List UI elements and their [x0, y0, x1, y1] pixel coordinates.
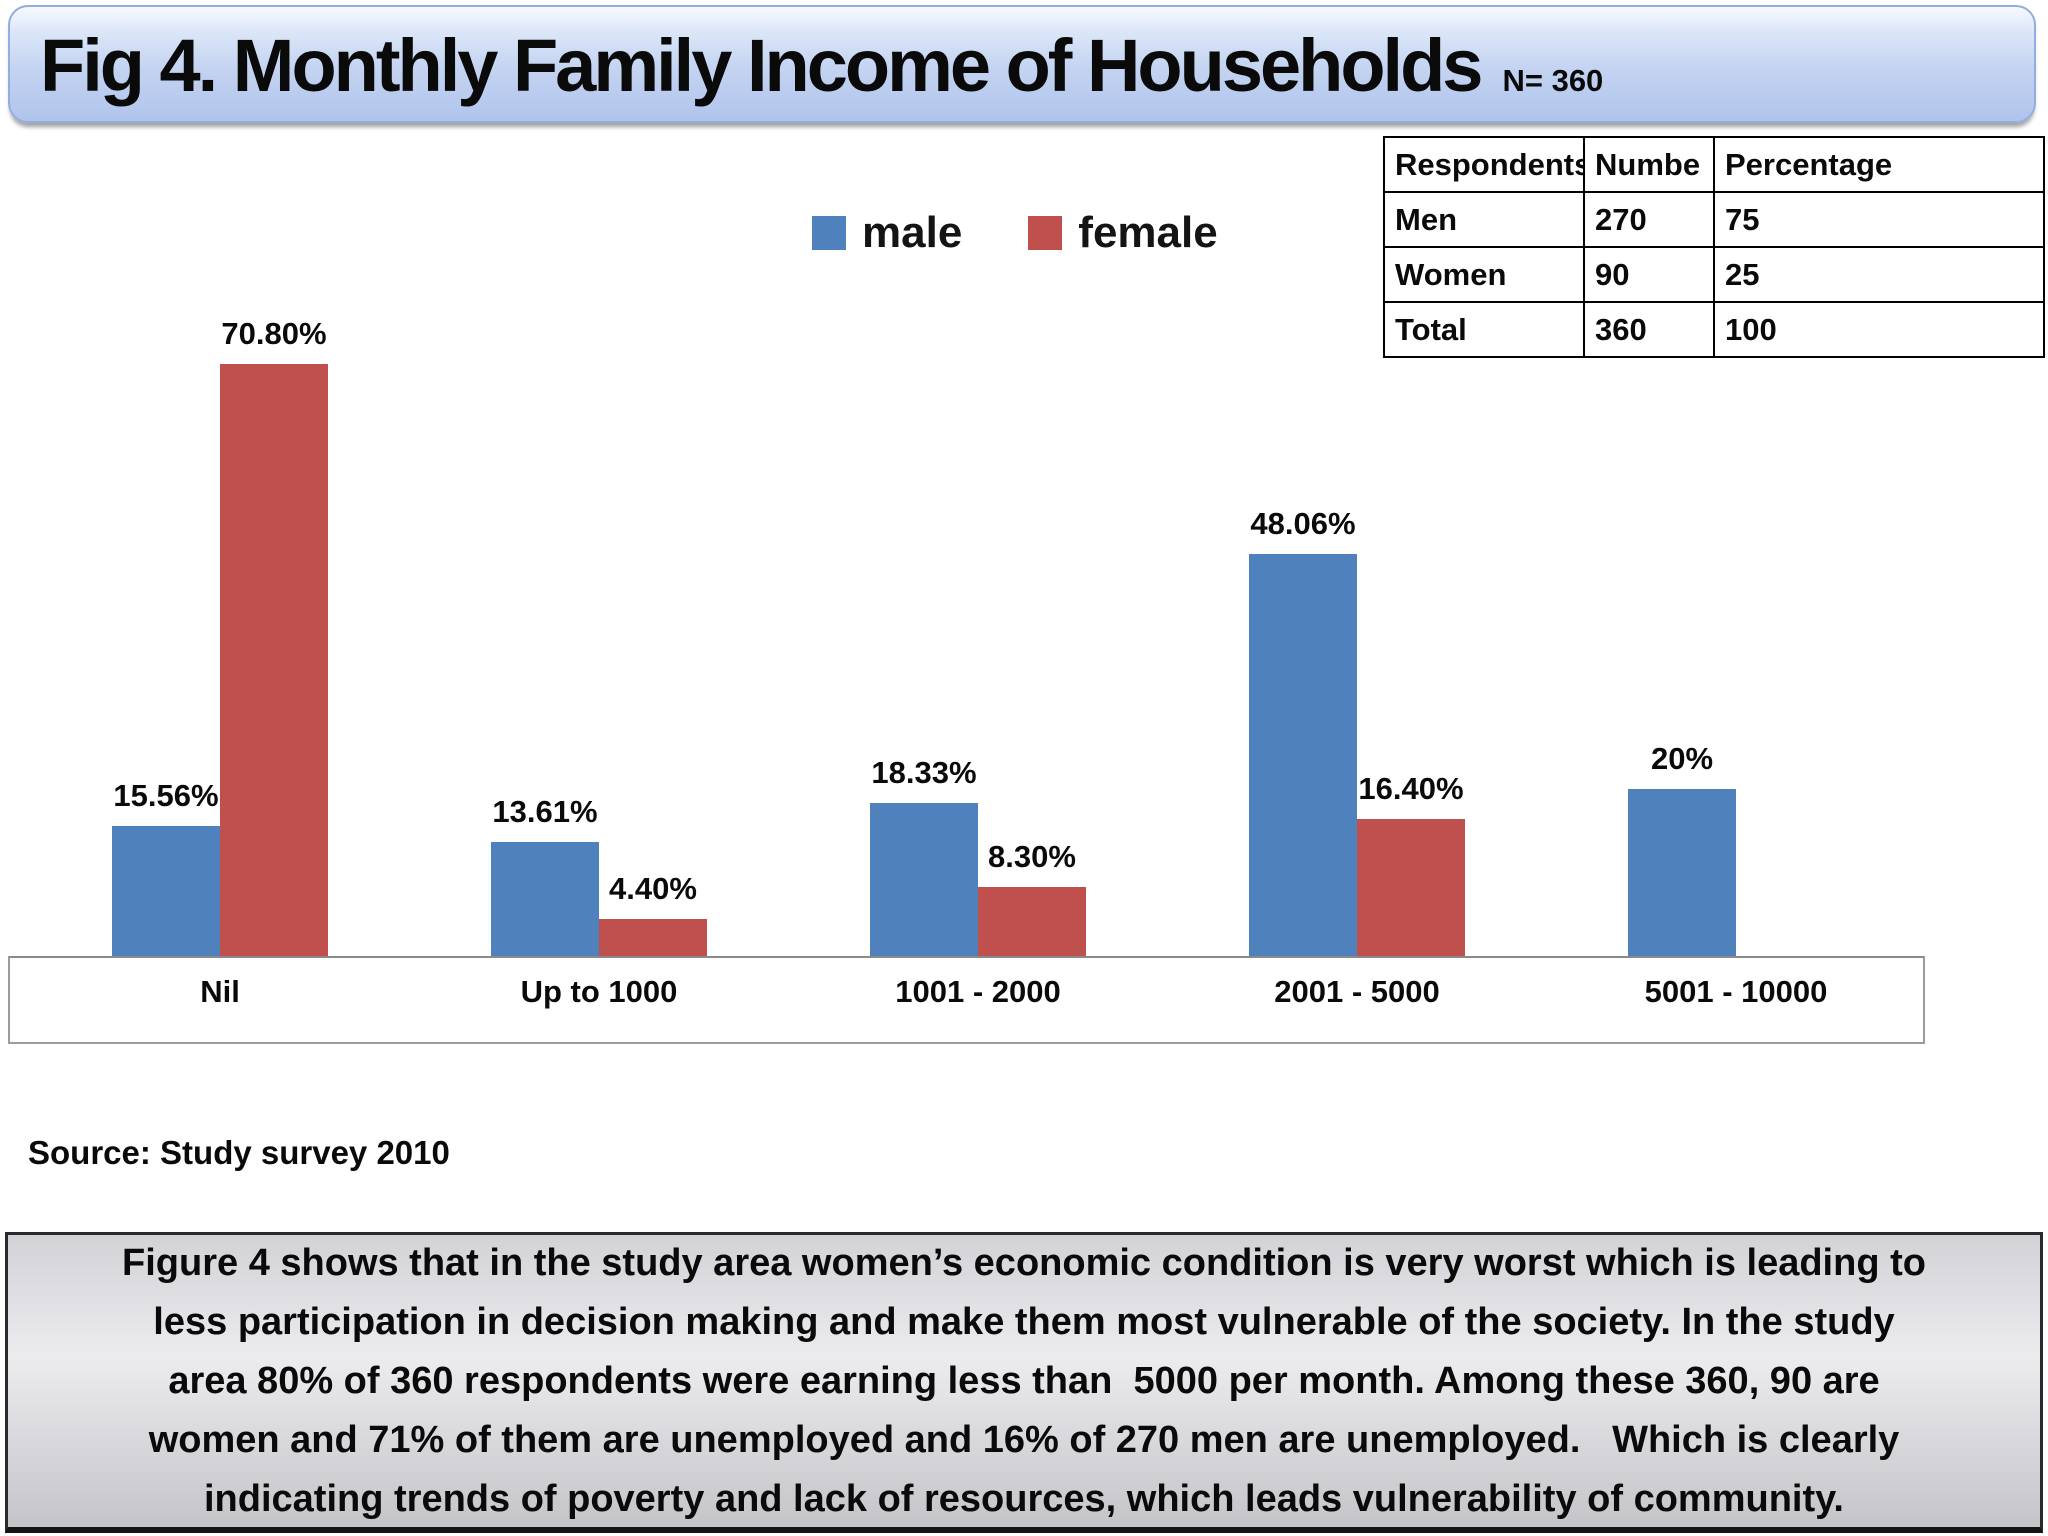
bar-value-label: 4.40%	[609, 871, 697, 906]
table-row: Women 90 25	[1383, 246, 2045, 303]
title-bar: Fig 4. Monthly Family Income of Househol…	[8, 5, 2036, 123]
figure-title: Fig 4. Monthly Family Income of Househol…	[40, 24, 1483, 107]
bar-male-5001-10000	[1628, 789, 1736, 956]
bar-male-Upto1000	[491, 842, 599, 956]
category-label: Up to 1000	[520, 974, 678, 1009]
legend-swatch-icon	[812, 216, 846, 250]
table-cell: Men	[1383, 191, 1585, 248]
bar-value-label: 48.06%	[1250, 506, 1356, 541]
bar-female-Nil	[220, 364, 328, 956]
caption-line: Figure 4 shows that in the study area wo…	[122, 1241, 1926, 1284]
table-header-cell: Percentage	[1713, 136, 2045, 193]
table-row: Men 270 75	[1383, 191, 2045, 248]
caption-box: Figure 4 shows that in the study area wo…	[5, 1232, 2043, 1533]
table-cell: 270	[1583, 191, 1715, 248]
table-cell: 75	[1713, 191, 2045, 248]
sample-size-label: N= 360	[1502, 63, 1604, 98]
table-cell: Women	[1383, 246, 1585, 303]
bar-value-label: 15.56%	[113, 778, 219, 813]
table-cell: 90	[1583, 246, 1715, 303]
caption-line: women and 71% of them are unemployed and…	[148, 1418, 1900, 1461]
bar-value-label: 70.80%	[221, 316, 327, 351]
table-cell: 100	[1713, 301, 2045, 358]
category-axis-strip	[8, 956, 1925, 1044]
chart-legend: male female	[812, 208, 1218, 258]
respondents-table: Respondents Numbe Percentage Men 270 75 Women…	[1383, 136, 2045, 358]
legend-swatch-icon	[1028, 216, 1063, 250]
bar-value-label: 16.40%	[1358, 771, 1464, 806]
table-header-cell: Respondents	[1383, 136, 1585, 193]
bar-female-Upto1000	[599, 919, 707, 956]
category-label: Nil	[200, 974, 240, 1009]
bar-value-label: 18.33%	[871, 755, 977, 790]
caption-line: less participation in decision making an…	[153, 1300, 1895, 1343]
source-note: Source: Study survey 2010	[28, 1134, 450, 1171]
bar-value-label: 20%	[1650, 741, 1714, 776]
bar-male-1001-2000	[870, 803, 978, 956]
bar-male-Nil	[112, 826, 220, 956]
legend-label: female	[1078, 208, 1218, 257]
table-header-cell: Numbe	[1583, 136, 1715, 193]
bar-female-2001-5000	[1357, 819, 1465, 956]
respondents-table-header: Respondents Numbe Percentage	[1383, 136, 2045, 193]
category-label: 2001 - 5000	[1274, 974, 1440, 1009]
table-cell: Total	[1383, 301, 1585, 358]
legend-item-male: male	[812, 208, 962, 258]
category-label: 5001 - 10000	[1644, 974, 1828, 1009]
respondents-table-body: Men 270 75 Women 90 25 Total 360 100	[1383, 191, 2045, 358]
legend-label: male	[862, 208, 963, 257]
legend-item-female: female	[1028, 208, 1218, 258]
table-cell: 360	[1583, 301, 1715, 358]
bar-value-label: 8.30%	[988, 839, 1076, 874]
category-label: 1001 - 2000	[895, 974, 1061, 1009]
caption-line: indicating trends of poverty and lack of…	[204, 1477, 1844, 1520]
bar-value-label: 13.61%	[492, 794, 598, 829]
caption-line: area 80% of 360 respondents were earning…	[168, 1359, 1880, 1402]
table-row: Total 360 100	[1383, 301, 2045, 358]
bar-female-1001-2000	[978, 887, 1086, 956]
table-cell: 25	[1713, 246, 2045, 303]
bar-male-2001-5000	[1249, 554, 1357, 956]
